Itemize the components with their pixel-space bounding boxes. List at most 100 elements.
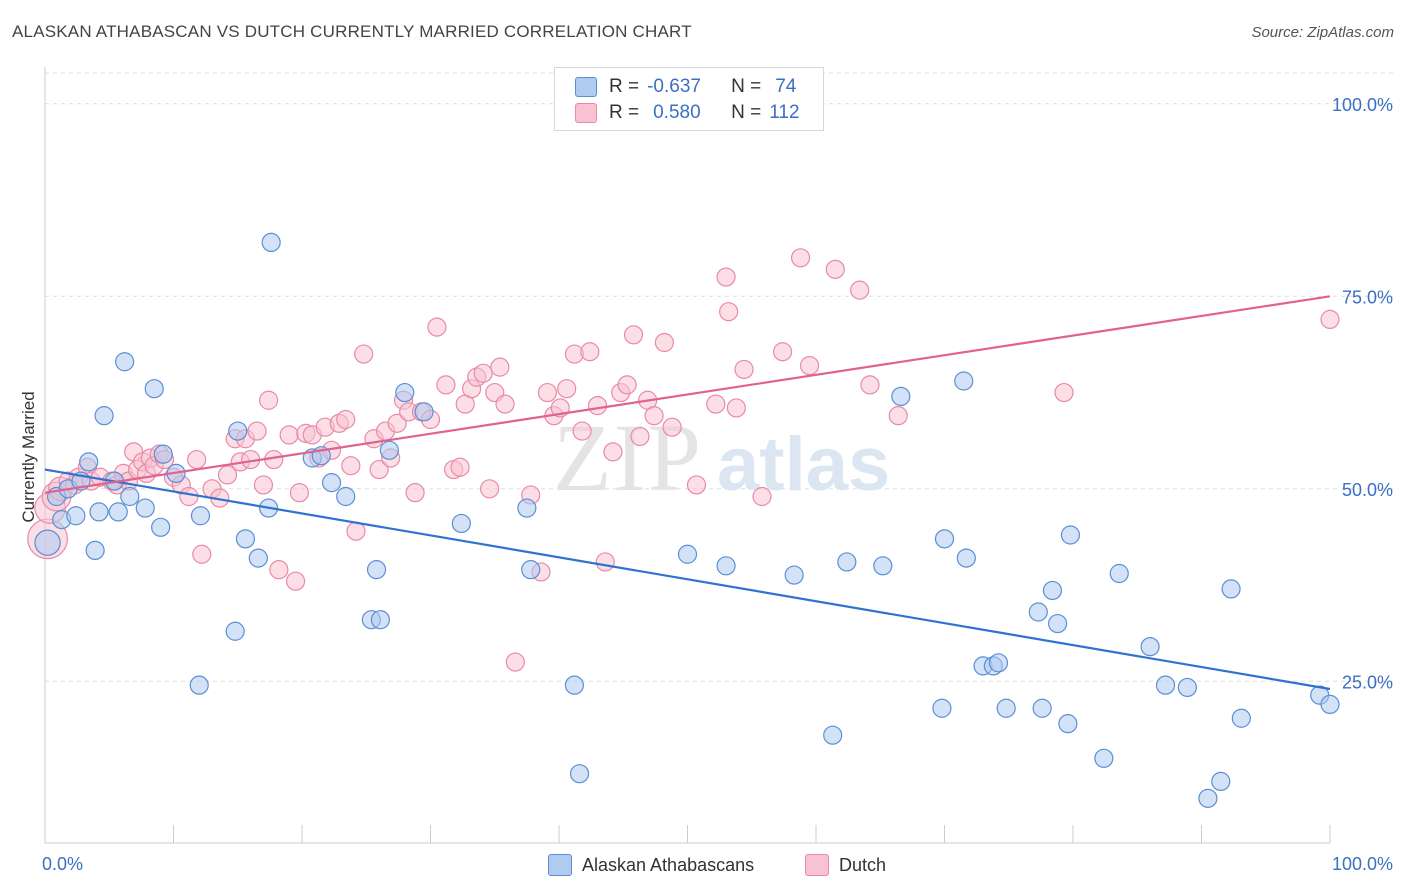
data-point — [686, 475, 707, 495]
data-point — [235, 529, 256, 549]
y-tick-label: 100.0% — [1332, 95, 1393, 115]
data-point — [341, 456, 361, 476]
athabascan-points — [34, 232, 1340, 808]
data-point — [595, 552, 615, 572]
data-point — [1221, 579, 1241, 599]
data-point — [66, 506, 86, 526]
data-point — [734, 359, 754, 380]
data-point — [1198, 788, 1218, 808]
data-point — [825, 259, 845, 279]
gridlines — [45, 72, 1395, 682]
y-axis-label: Currently Married — [19, 391, 38, 522]
data-point — [772, 342, 793, 362]
data-point — [1058, 714, 1078, 734]
data-point — [261, 232, 281, 252]
data-point — [654, 332, 674, 353]
watermark: ZIP atlas — [553, 404, 890, 511]
data-point — [1140, 637, 1160, 657]
data-point — [94, 406, 114, 426]
legend-n-label: N = — [731, 76, 762, 97]
data-point — [623, 325, 644, 345]
data-point — [580, 342, 600, 362]
data-point — [617, 375, 637, 395]
data-point — [34, 529, 61, 556]
data-point — [716, 267, 736, 287]
legend-r-label: R = — [609, 102, 640, 123]
data-point — [790, 248, 811, 268]
data-point — [346, 521, 366, 541]
data-point — [379, 440, 399, 460]
data-point — [1155, 675, 1176, 695]
chart-title: ALASKAN ATHABASCAN VS DUTCH CURRENTLY MA… — [12, 22, 692, 41]
data-point — [354, 344, 374, 364]
data-point — [784, 565, 804, 585]
legend-row-dutch: R = 0.580 N = 112 — [575, 101, 800, 125]
series-name: Alaskan Athabascans — [582, 854, 755, 875]
data-point — [321, 473, 342, 493]
y-tick-label: 50.0% — [1342, 480, 1393, 500]
data-point — [662, 417, 682, 437]
data-point — [644, 406, 664, 426]
data-point — [144, 379, 164, 399]
legend-r-value: 0.580 — [653, 102, 701, 123]
data-point — [888, 406, 908, 426]
data-point — [706, 394, 726, 414]
data-point — [336, 409, 356, 430]
data-point — [450, 457, 470, 477]
data-point — [85, 540, 105, 561]
correlation-legend: R = -0.637 N = 74 R = 0.580 N = 112 — [554, 67, 824, 131]
legend-row-athabascan: R = -0.637 N = 74 — [575, 75, 796, 99]
data-point — [850, 280, 870, 300]
watermark-atlas: atlas — [717, 422, 890, 507]
data-point — [1320, 694, 1340, 715]
data-point — [228, 421, 248, 441]
data-point — [189, 675, 209, 695]
legend-n-label: N = — [731, 102, 762, 123]
data-point — [988, 653, 1009, 673]
data-point — [954, 371, 974, 391]
data-point — [253, 475, 274, 495]
data-point — [135, 498, 155, 518]
data-point — [1047, 613, 1068, 634]
data-point — [505, 652, 525, 672]
data-point — [336, 486, 356, 507]
legend-r-value: -0.637 — [647, 76, 701, 97]
dutch-trend-line — [44, 295, 1331, 494]
data-point — [151, 517, 171, 537]
data-point — [726, 398, 746, 418]
data-point — [89, 502, 109, 522]
data-point — [248, 548, 268, 568]
data-point — [217, 465, 238, 485]
data-point — [225, 621, 245, 641]
data-point — [387, 413, 407, 433]
data-point — [934, 529, 955, 549]
data-point — [1042, 580, 1063, 601]
data-point — [258, 390, 279, 410]
data-point — [603, 442, 623, 462]
data-point — [369, 459, 389, 480]
data-point — [1054, 382, 1074, 403]
data-point — [860, 375, 880, 395]
data-point — [115, 352, 135, 372]
source-label: Source: ZipAtlas.com — [1251, 24, 1394, 41]
data-point — [495, 394, 515, 414]
data-point — [279, 425, 299, 445]
series-name: Dutch — [839, 854, 887, 875]
y-tick-label: 25.0% — [1342, 672, 1393, 692]
data-point — [1032, 698, 1052, 718]
data-point — [799, 356, 820, 376]
data-point — [1094, 748, 1114, 768]
data-point — [427, 317, 447, 337]
athabascan-trend-line — [44, 468, 1331, 691]
data-point — [891, 386, 911, 406]
data-point — [873, 556, 893, 576]
data-point — [370, 610, 390, 630]
data-point — [120, 486, 140, 507]
watermark-zip: ZIP — [553, 404, 703, 511]
data-point — [285, 571, 306, 591]
data-point — [405, 483, 425, 503]
series-legend-dutch: Dutch — [805, 851, 886, 879]
data-point — [451, 513, 471, 534]
data-point — [1060, 525, 1081, 545]
data-point — [1231, 708, 1251, 728]
